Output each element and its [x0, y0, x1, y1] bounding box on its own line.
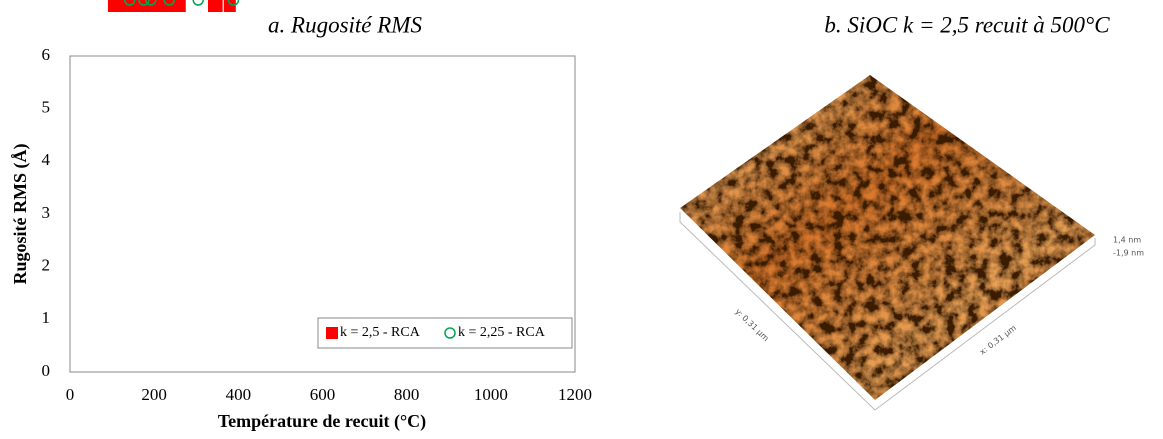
y-tick-label: 1: [42, 308, 51, 327]
scale-min: -1,9 nm: [1113, 249, 1144, 258]
point: [163, 0, 175, 6]
legend-marker: [326, 327, 338, 339]
afm-base: [679, 212, 1096, 411]
afm-surface: [680, 75, 1095, 400]
point: [107, 0, 120, 12]
point: [173, 0, 186, 12]
scale-max: 1,4 nm: [1113, 236, 1141, 245]
plot-frame: [69, 55, 576, 373]
point: [138, 0, 150, 6]
y-tick-label: 3: [42, 203, 51, 222]
y-tick-label: 5: [42, 98, 51, 117]
point: [227, 0, 240, 6]
legend-marker: [444, 327, 456, 339]
point: [155, 0, 168, 12]
x-tick-label: 1200: [558, 385, 592, 404]
legend-label: k = 2,25 - RCA: [458, 325, 546, 340]
chart-title: a. Rugosité RMS: [268, 12, 422, 37]
x-axis-label: Température de recuit (°C): [218, 411, 426, 432]
point: [210, 0, 223, 12]
x-tick-label: 200: [141, 385, 167, 404]
x-tick-label: 800: [394, 385, 420, 404]
x-tick-label: 0: [66, 385, 75, 404]
image-title: b. SiOC k = 2,5 recuit à 500°C: [824, 12, 1110, 37]
y-axis-label: Rugosité RMS (Å): [10, 144, 31, 285]
y-tick-label: 2: [42, 256, 51, 275]
y-tick-label: 4: [42, 150, 51, 169]
point: [192, 0, 204, 6]
point: [223, 0, 236, 12]
image-y-axis: y: 0,31 µm: [734, 307, 771, 343]
x-tick-label: 600: [310, 385, 336, 404]
x-tick-label: 1000: [474, 385, 508, 404]
y-tick-label: 0: [42, 361, 51, 380]
point: [123, 0, 136, 6]
legend-label: k = 2,5 - RCA: [340, 325, 421, 340]
point: [118, 0, 131, 12]
x-tick-label: 400: [226, 385, 252, 404]
y-tick-label: 6: [42, 45, 51, 64]
point: [145, 0, 157, 6]
legend-box: [317, 317, 573, 349]
chart-layer: 0 200 400 600 800 1000 1200 0 1 2 3 4 5 6 k = 2,5 - RC…: [42, 0, 592, 404]
